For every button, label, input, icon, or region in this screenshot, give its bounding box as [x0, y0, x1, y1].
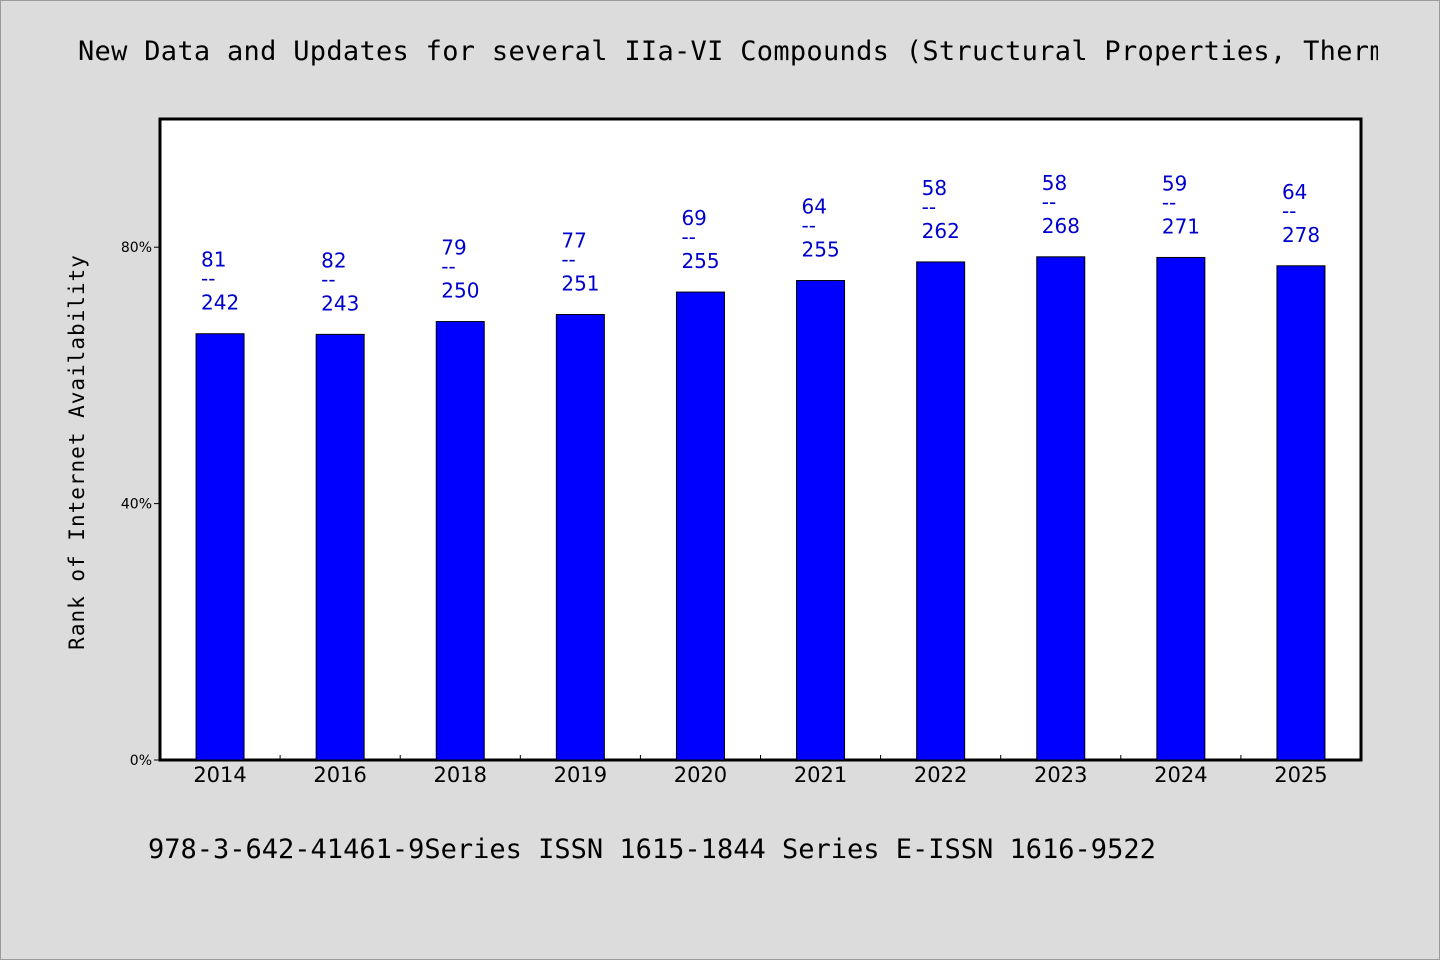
data-label-rank-2023: 58	[1042, 171, 1067, 195]
x-axis: 2014 2016 2018 2019 2020 2021 2022 2023 2024 2025	[193, 755, 1328, 787]
data-label-separator-2019: --	[561, 248, 575, 272]
data-label-count-2022: 262	[922, 219, 960, 243]
data-label-rank-2014: 81	[201, 248, 226, 272]
x-tick-label-2019: 2019	[554, 763, 607, 787]
data-label-separator-2016: --	[321, 267, 335, 291]
bars-group	[195, 256, 1326, 761]
bar-2024	[1156, 256, 1206, 761]
bar-2022	[916, 261, 966, 761]
data-label-separator-2024: --	[1162, 190, 1176, 214]
data-label-separator-2018: --	[441, 255, 455, 279]
data-label-rank-2016: 82	[321, 248, 346, 272]
chart-title: New Data and Updates for several IIa-VI …	[78, 36, 1378, 67]
x-tick-label-2024: 2024	[1154, 763, 1207, 787]
bar-2016	[315, 333, 365, 761]
bar-2021	[796, 280, 846, 761]
data-label-separator-2022: --	[922, 195, 936, 219]
bar-2020	[675, 291, 725, 761]
footer-isbn-text: 978-3-642-41461-9Series ISSN 1615-1844 S…	[148, 834, 1156, 865]
x-tick-label-2025: 2025	[1274, 763, 1327, 787]
x-tick-label-2016: 2016	[313, 763, 366, 787]
data-label-rank-2019: 77	[561, 229, 586, 253]
x-tick-label-2018: 2018	[434, 763, 487, 787]
data-label-separator-2025: --	[1282, 199, 1296, 223]
bar-2023	[1036, 256, 1086, 761]
data-label-count-2018: 250	[441, 279, 479, 303]
bar-2014	[195, 333, 245, 761]
data-label-count-2021: 255	[802, 238, 840, 262]
y-tick-label-80%: 80%	[121, 240, 152, 256]
bar-2019	[555, 314, 605, 761]
data-label-separator-2021: --	[802, 214, 816, 238]
data-label-rank-2020: 69	[681, 206, 706, 230]
x-tick-label-2022: 2022	[914, 763, 967, 787]
data-label-count-2023: 268	[1042, 214, 1080, 238]
x-tick-label-2020: 2020	[674, 763, 727, 787]
y-axis: 0% 40% 80%	[121, 240, 160, 769]
x-tick-label-2014: 2014	[193, 763, 246, 787]
data-label-separator-2020: --	[681, 225, 695, 249]
data-label-rank-2024: 59	[1162, 171, 1187, 195]
data-labels-group: 81--24282--24379--25077--25169--25564--2…	[201, 171, 1320, 316]
data-label-rank-2018: 79	[441, 236, 466, 260]
x-tick-label-2023: 2023	[1034, 763, 1087, 787]
y-axis-label: Rank of Internet Availability	[65, 254, 89, 650]
bar-2025	[1276, 265, 1326, 761]
bar-2018	[435, 321, 485, 761]
data-label-rank-2025: 64	[1282, 180, 1307, 204]
x-tick-label-2021: 2021	[794, 763, 847, 787]
data-label-rank-2022: 58	[922, 176, 947, 200]
data-label-count-2014: 242	[201, 291, 239, 315]
data-label-count-2019: 251	[561, 272, 599, 296]
y-tick-label-40%: 40%	[121, 497, 152, 513]
data-label-count-2024: 271	[1162, 214, 1200, 238]
data-label-count-2025: 278	[1282, 223, 1320, 247]
y-tick-label-0%: 0%	[130, 753, 152, 769]
data-label-count-2020: 255	[681, 249, 719, 273]
data-label-rank-2021: 64	[802, 195, 827, 219]
data-label-count-2016: 243	[321, 291, 359, 315]
data-label-separator-2023: --	[1042, 190, 1056, 214]
data-label-separator-2014: --	[201, 267, 215, 291]
